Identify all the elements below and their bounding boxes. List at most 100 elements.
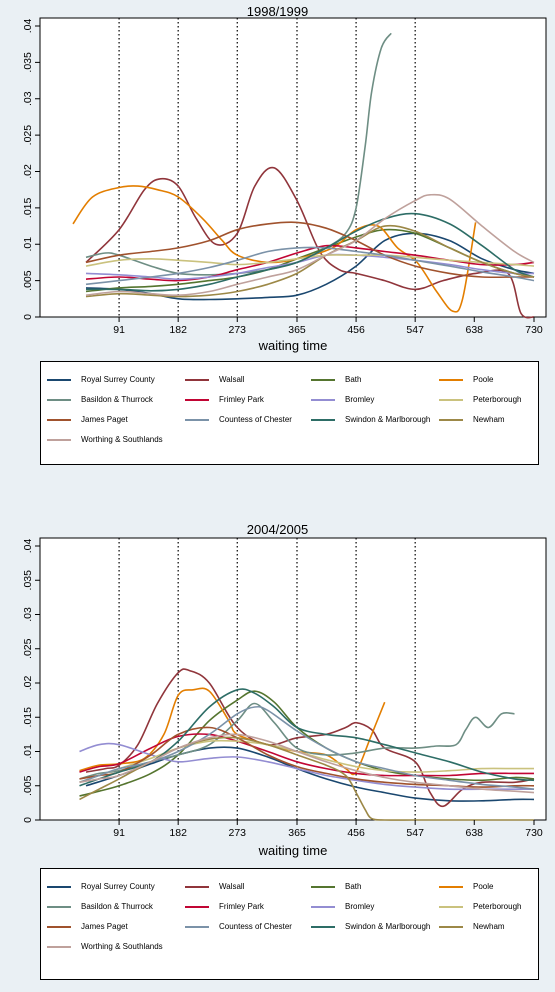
chart-title-1998: 1998/1999 <box>246 4 309 19</box>
chart-panel-2004: 2004/2005 0 .005 .01 .015 .02 .025 .03 .035 .04 9… <box>0 508 555 992</box>
series-line-frimley-park <box>85 244 535 282</box>
y-tick-label: .015 <box>22 707 34 728</box>
y-tick-label: .03 <box>22 91 34 106</box>
x-tick-label: 547 <box>406 827 424 839</box>
y-tick-label: .005 <box>22 775 34 796</box>
y-tick-label: .03 <box>22 607 34 622</box>
x-tick-label: 91 <box>113 827 125 839</box>
x-tick-label: 456 <box>347 827 365 839</box>
series-line-james-paget <box>85 221 534 279</box>
series-line-frimley-park <box>79 733 534 777</box>
legend-label: Walsall <box>219 882 245 891</box>
y-tick-label: .04 <box>22 539 34 554</box>
legend-label: Bath <box>345 882 362 891</box>
legend-label: Peterborough <box>473 902 522 911</box>
y-tick-label: .035 <box>22 52 34 73</box>
legend-swatch <box>47 926 71 928</box>
legend-label: Swindon & Marlborough <box>345 415 431 424</box>
chart-legend-2004: Royal Surrey County Walsall Bath Poole Basil… <box>40 868 539 980</box>
y-tick-label: .025 <box>22 638 34 659</box>
y-tick-label: .015 <box>22 197 34 218</box>
legend-label: Basildon & Thurrock <box>81 902 153 911</box>
x-tick-label: 273 <box>228 324 246 336</box>
x-tick-label: 547 <box>406 324 424 336</box>
legend-swatch <box>47 399 71 401</box>
x-tick-label: 182 <box>169 324 187 336</box>
series-line-swindon-and-marlborough <box>85 212 535 292</box>
legend-swatch <box>185 886 209 888</box>
y-tick-label: .025 <box>22 125 34 146</box>
y-tick-label: .04 <box>22 19 34 34</box>
legend-label: Bromley <box>345 902 375 911</box>
legend-label: Worthing & Southlands <box>81 942 163 951</box>
legend-label: Walsall <box>219 375 245 384</box>
legend-swatch <box>47 906 71 908</box>
series-line-bromley <box>85 253 535 280</box>
legend-swatch <box>439 399 463 401</box>
y-tick-label: .02 <box>22 676 34 691</box>
legend-label: Frimley Park <box>219 902 264 911</box>
legend-swatch <box>311 399 335 401</box>
x-tick-label: 730 <box>525 324 543 336</box>
series-line-newham <box>85 224 535 298</box>
series-line-countess-of-chester <box>85 246 535 286</box>
y-tick-label: .02 <box>22 164 34 179</box>
legend-swatch <box>47 439 71 441</box>
y-tick-label: .01 <box>22 237 34 252</box>
x-tick-label: 365 <box>288 324 306 336</box>
legend-label: Swindon & Marlborough <box>345 922 431 931</box>
legend-label: Bath <box>345 375 362 384</box>
legend-swatch <box>47 886 71 888</box>
legend-swatch <box>47 946 71 948</box>
y-tick-label: .01 <box>22 744 34 759</box>
legend-swatch <box>439 926 463 928</box>
series-line-bromley <box>79 742 534 791</box>
legend-label: Frimley Park <box>219 395 264 404</box>
series-line-bath <box>79 690 535 797</box>
legend-swatch <box>185 419 209 421</box>
legend-label: Royal Surrey County <box>81 375 155 384</box>
chart-panel-1998: 1998/1999 0 .005 .01 .015 .02 .025 .03 .035 .04 9… <box>0 0 555 470</box>
series-line-worthing-and-southlands <box>85 193 535 297</box>
x-axis-label: waiting time <box>258 843 328 858</box>
series-line-worthing-and-southlands <box>79 733 535 794</box>
legend-swatch <box>311 886 335 888</box>
chart-legend-1998: Royal Surrey County Walsall Bath Poole Basil… <box>40 361 539 465</box>
legend-swatch <box>47 419 71 421</box>
x-tick-label: 730 <box>525 827 543 839</box>
y-tick-label: .005 <box>22 270 34 291</box>
legend-swatch <box>185 379 209 381</box>
legend-swatch <box>439 906 463 908</box>
legend-swatch <box>439 886 463 888</box>
legend-label: James Paget <box>81 415 128 424</box>
legend-swatch <box>439 419 463 421</box>
x-tick-label: 91 <box>113 324 125 336</box>
chart-plot-1998: 0 .005 .01 .015 .02 .025 .03 .035 .04 91 182 273 365… <box>22 17 547 353</box>
legend-label: Countess of Chester <box>219 922 292 931</box>
chart-title-2004: 2004/2005 <box>246 522 309 537</box>
legend-swatch <box>311 419 335 421</box>
legend-label: Worthing & Southlands <box>81 435 163 444</box>
legend-swatch <box>439 379 463 381</box>
legend-label: Newham <box>473 922 505 931</box>
legend-swatch <box>185 926 209 928</box>
legend-label: Royal Surrey County <box>81 882 155 891</box>
legend-label: Poole <box>473 882 494 891</box>
x-axis-label: waiting time <box>258 338 328 353</box>
legend-swatch <box>311 926 335 928</box>
legend-label: Newham <box>473 415 505 424</box>
y-tick-label: 0 <box>22 314 34 320</box>
x-tick-label: 182 <box>169 827 187 839</box>
legend-label: Basildon & Thurrock <box>81 395 153 404</box>
legend-label: Bromley <box>345 395 375 404</box>
legend-swatch <box>185 906 209 908</box>
legend-label: James Paget <box>81 922 128 931</box>
legend-label: Peterborough <box>473 395 522 404</box>
legend-swatch <box>311 379 335 381</box>
series-line-poole <box>72 185 477 313</box>
x-tick-label: 273 <box>228 827 246 839</box>
y-tick-label: 0 <box>22 817 34 823</box>
legend-swatch <box>185 399 209 401</box>
chart-plot-2004: 0 .005 .01 .015 .02 .025 .03 .035 .04 91 182 273 365… <box>22 537 547 858</box>
x-tick-label: 456 <box>347 324 365 336</box>
